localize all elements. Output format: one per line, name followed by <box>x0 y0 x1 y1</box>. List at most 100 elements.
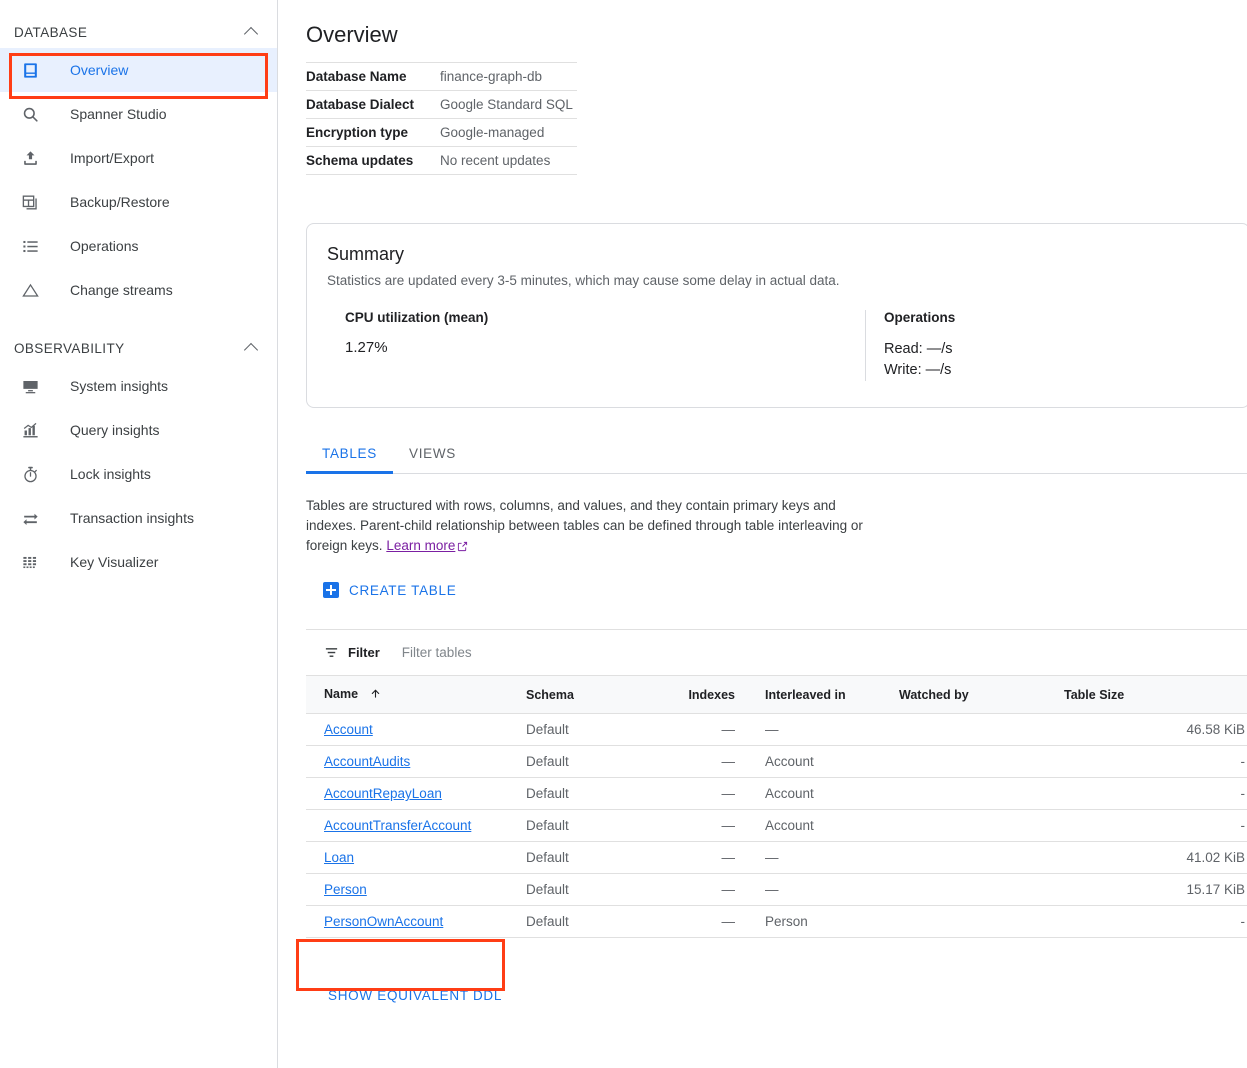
table-row[interactable]: AccountAudits Default — Account - <box>306 745 1247 778</box>
tables-list-body: Account Default — — 46.58 KiB AccountAud… <box>306 713 1247 938</box>
table-name-link[interactable]: Loan <box>324 850 355 865</box>
detail-value: Google-managed <box>440 125 545 140</box>
cell-indexes: — <box>668 745 743 778</box>
sidebar-section-observability-header[interactable]: OBSERVABILITY <box>0 332 277 364</box>
filter-icon[interactable] <box>324 645 339 660</box>
sidebar-item-backup-restore[interactable]: Backup/Restore <box>0 180 269 224</box>
table-row[interactable]: Person Default — — 15.17 KiB <box>306 873 1247 906</box>
cell-indexes: — <box>668 841 743 874</box>
filter-label: Filter <box>348 645 380 660</box>
detail-row: Database Name finance-graph-db <box>306 62 577 91</box>
tab-bar: TABLES VIEWS <box>306 430 1247 474</box>
operations-stat: Operations Read: —/s Write: —/s <box>865 310 973 381</box>
left-sidebar: DATABASE Overview Spanner Studio <box>0 0 278 1068</box>
table-row[interactable]: AccountRepayLoan Default — Account - <box>306 777 1247 810</box>
stopwatch-icon <box>18 462 42 486</box>
sidebar-item-operations[interactable]: Operations <box>0 224 269 268</box>
table-row[interactable]: Account Default — — 46.58 KiB <box>306 713 1247 746</box>
sidebar-section-observability-title: OBSERVABILITY <box>14 340 125 356</box>
detail-value: No recent updates <box>440 153 551 168</box>
cell-watched-by <box>891 777 1056 810</box>
detail-label: Encryption type <box>306 125 409 140</box>
detail-row: Schema updates No recent updates <box>306 146 577 175</box>
column-header-schema[interactable]: Schema <box>518 675 668 714</box>
sidebar-item-label: Spanner Studio <box>70 106 167 122</box>
query-insights-icon <box>18 418 42 442</box>
detail-label: Database Name <box>306 69 407 84</box>
sidebar-item-lock-insights[interactable]: Lock insights <box>0 452 269 496</box>
sidebar-item-label: Transaction insights <box>70 510 194 526</box>
sidebar-item-overview[interactable]: Overview <box>0 48 277 92</box>
cell-watched-by <box>891 809 1056 842</box>
sidebar-item-spanner-studio[interactable]: Spanner Studio <box>0 92 269 136</box>
table-name-link[interactable]: AccountAudits <box>324 754 411 769</box>
tab-tables[interactable]: TABLES <box>306 446 393 474</box>
system-insights-icon <box>18 374 42 398</box>
cell-schema: Default <box>518 745 668 778</box>
cell-interleaved-in: Person <box>743 905 891 938</box>
table-row[interactable]: Loan Default — — 41.02 KiB <box>306 841 1247 874</box>
cell-indexes: — <box>668 905 743 938</box>
operations-read-value: Read: —/s <box>884 341 953 357</box>
table-name-link[interactable]: Person <box>324 882 367 897</box>
sidebar-item-query-insights[interactable]: Query insights <box>0 408 269 452</box>
sidebar-item-label: Query insights <box>70 422 160 438</box>
key-visualizer-icon <box>18 550 42 574</box>
table-name-link[interactable]: Account <box>324 722 373 737</box>
create-table-label: CREATE TABLE <box>349 582 457 598</box>
table-name-link[interactable]: AccountRepayLoan <box>324 786 442 801</box>
chevron-up-icon[interactable] <box>245 25 259 39</box>
sidebar-item-label: Change streams <box>70 282 173 298</box>
cell-schema: Default <box>518 777 668 810</box>
detail-value: Google Standard SQL <box>440 97 573 112</box>
sidebar-item-transaction-insights[interactable]: Transaction insights <box>0 496 269 540</box>
table-name-link[interactable]: PersonOwnAccount <box>324 914 444 929</box>
cell-interleaved-in: — <box>743 873 891 906</box>
cell-table-size: 46.58 KiB <box>1056 713 1247 746</box>
tab-views[interactable]: VIEWS <box>408 446 456 461</box>
operations-write-value: Write: —/s <box>884 362 952 378</box>
sidebar-item-change-streams[interactable]: Change streams <box>0 268 269 312</box>
sidebar-item-system-insights[interactable]: System insights <box>0 364 269 408</box>
cell-interleaved-in: — <box>743 841 891 874</box>
triangle-icon <box>18 278 42 302</box>
database-details-table: Database Name finance-graph-db Database … <box>306 62 577 175</box>
create-table-button[interactable]: CREATE TABLE <box>323 582 456 598</box>
sidebar-section-database-header[interactable]: DATABASE <box>0 16 277 48</box>
page-title: Overview <box>306 22 398 47</box>
sidebar-item-label: Operations <box>70 238 139 254</box>
operations-label: Operations <box>884 310 956 325</box>
plus-icon <box>323 582 339 598</box>
cell-table-size: - <box>1056 905 1247 938</box>
learn-more-link[interactable]: Learn more <box>386 538 456 553</box>
cell-schema: Default <box>518 841 668 874</box>
cell-table-size: - <box>1056 745 1247 778</box>
column-header-watched-by[interactable]: Watched by <box>891 675 1056 714</box>
cell-interleaved-in: Account <box>743 809 891 842</box>
tables-description-text: Tables are structured with rows, columns… <box>306 498 863 553</box>
cell-watched-by <box>891 745 1056 778</box>
sidebar-item-import-export[interactable]: Import/Export <box>0 136 269 180</box>
table-name-link[interactable]: AccountTransferAccount <box>324 818 472 833</box>
detail-row: Encryption type Google-managed <box>306 118 577 147</box>
show-equivalent-ddl-button[interactable]: SHOW EQUIVALENT DDL <box>326 984 504 1007</box>
external-link-icon[interactable] <box>457 538 468 558</box>
table-row[interactable]: PersonOwnAccount Default — Person - <box>306 905 1247 938</box>
cell-interleaved-in: Account <box>743 745 891 778</box>
cell-watched-by <box>891 841 1056 874</box>
cell-schema: Default <box>518 809 668 842</box>
filter-bar: Filter <box>306 629 1247 675</box>
cell-watched-by <box>891 905 1056 938</box>
sort-ascending-icon <box>370 688 381 702</box>
filter-input[interactable] <box>401 645 702 660</box>
chevron-up-icon[interactable] <box>245 341 259 355</box>
detail-value: finance-graph-db <box>440 69 543 84</box>
sidebar-item-key-visualizer[interactable]: Key Visualizer <box>0 540 269 584</box>
column-header-indexes[interactable]: Indexes <box>668 675 743 714</box>
column-header-name[interactable]: Name <box>306 675 518 714</box>
table-row[interactable]: AccountTransferAccount Default — Account… <box>306 809 1247 842</box>
column-header-table-size[interactable]: Table Size <box>1056 675 1247 714</box>
column-header-interleaved-in[interactable]: Interleaved in <box>743 675 891 714</box>
cell-indexes: — <box>668 777 743 810</box>
